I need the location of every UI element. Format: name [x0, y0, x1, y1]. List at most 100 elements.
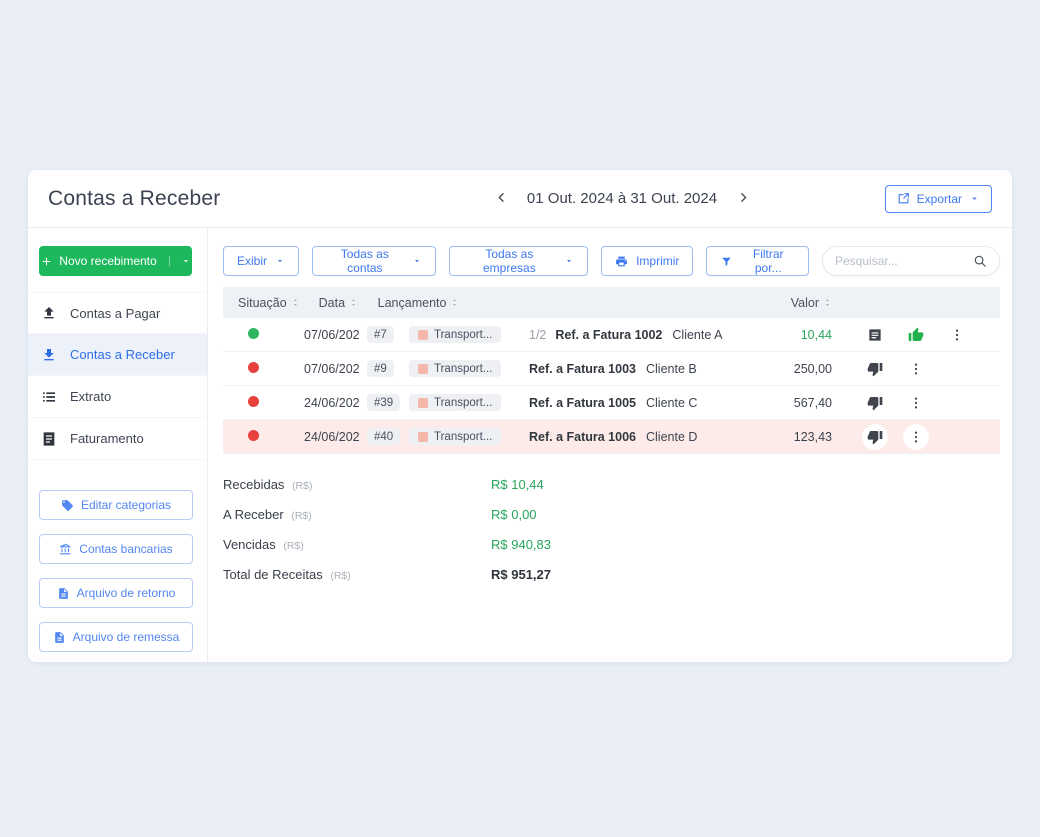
caret-down-icon — [969, 193, 980, 204]
summary-label: Vencidas — [223, 536, 276, 552]
kebab-menu-icon — [908, 361, 924, 377]
upload-icon — [41, 305, 57, 321]
caret-down-icon — [564, 256, 574, 266]
kebab-menu-icon — [949, 327, 965, 343]
caret-down-icon — [168, 256, 191, 266]
summary-row: Total de Receitas (R$) R$ 951,27 — [223, 559, 1000, 589]
chevron-right-icon — [737, 191, 750, 204]
arquivo-de-remessa-button[interactable]: Arquivo de remessa — [39, 622, 193, 652]
row-client: Cliente B — [646, 361, 697, 376]
plus-icon — [40, 255, 53, 268]
thumb-up-button[interactable] — [903, 322, 929, 348]
row-actions — [862, 423, 1000, 450]
receivables-table: Situação Data Lançamento Valor 07/06/202… — [223, 287, 1000, 454]
file-icon — [53, 631, 66, 644]
column-header-valor[interactable]: Valor — [791, 296, 832, 310]
sidebar-item-extrato[interactable]: Extrato — [28, 376, 207, 418]
row-id-badge: #9 — [367, 360, 394, 377]
row-actions — [862, 322, 1000, 348]
row-date: 24/06/202 — [304, 429, 360, 444]
row-value: 567,40 — [793, 395, 832, 410]
table-row[interactable]: 24/06/202 #40 Transport... Ref. a Fatura… — [223, 420, 1000, 454]
export-button[interactable]: Exportar — [884, 184, 992, 213]
row-value: 123,43 — [793, 429, 832, 444]
row-menu-button[interactable] — [903, 423, 929, 450]
table-header-row: Situação Data Lançamento Valor — [223, 287, 1000, 318]
document-icon — [41, 431, 57, 447]
search-input[interactable] — [835, 254, 973, 268]
row-actions — [862, 390, 1000, 416]
search-icon[interactable] — [973, 254, 987, 268]
row-category-badge[interactable]: Transport... — [409, 326, 502, 343]
row-reference: Ref. a Fatura 1006 — [529, 429, 636, 444]
summary-label: A Receber — [223, 506, 284, 522]
toolbar: Exibir Todas as contas Todas as empresas… — [223, 246, 1000, 276]
row-menu-button[interactable] — [903, 356, 929, 382]
card-header: Contas a Receber 01 Out. 2024 à 31 Out. … — [28, 170, 1012, 228]
category-color-swatch — [418, 363, 428, 374]
column-header-data[interactable]: Data — [319, 296, 358, 310]
page-title: Contas a Receber — [48, 186, 221, 210]
row-category-label: Transport... — [434, 430, 493, 443]
toolbar-button-todas-as-empresas[interactable]: Todas as empresas — [448, 246, 589, 276]
toolbar-button-filtrar-por[interactable]: Filtrar por... — [706, 246, 809, 276]
prev-period-button[interactable] — [493, 191, 509, 207]
editar-categorias-button[interactable]: Editar categorias — [39, 490, 193, 520]
row-category-badge[interactable]: Transport... — [409, 394, 502, 411]
summary-label: Total de Receitas — [223, 566, 323, 582]
row-category-label: Transport... — [434, 396, 493, 409]
toolbar-button-todas-as-contas[interactable]: Todas as contas — [312, 246, 436, 276]
column-header-lancamento[interactable]: Lançamento — [378, 296, 460, 310]
column-header-situacao[interactable]: Situação — [238, 296, 300, 310]
caret-down-icon — [412, 256, 422, 266]
contas-bancarias-button[interactable]: Contas bancarias — [39, 534, 193, 564]
row-reference: Ref. a Fatura 1002 — [555, 327, 663, 342]
thumb-down-button[interactable] — [862, 390, 888, 416]
toolbar-button-exibir[interactable]: Exibir — [223, 246, 300, 276]
row-menu-button[interactable] — [944, 322, 970, 348]
row-value: 10,44 — [800, 327, 832, 342]
toolbar-button-imprimir[interactable]: Imprimir — [601, 246, 694, 276]
row-category-label: Transport... — [434, 362, 493, 375]
chevron-left-icon — [494, 191, 507, 204]
status-dot — [248, 395, 259, 407]
row-date: 07/06/202 — [304, 361, 360, 376]
sidebar-item-faturamento[interactable]: Faturamento — [28, 418, 207, 460]
row-client: Cliente A — [672, 327, 723, 342]
new-receipt-button[interactable]: Novo recebimento — [39, 246, 192, 276]
tag-icon — [61, 499, 74, 512]
thumb-down-button[interactable] — [862, 356, 888, 382]
sort-icon — [291, 297, 300, 308]
status-dot — [248, 361, 259, 373]
table-row[interactable]: 24/06/202 #39 Transport... Ref. a Fatura… — [223, 386, 1000, 420]
thumb-down-button[interactable] — [862, 423, 888, 450]
summary-unit: (R$) — [330, 569, 351, 582]
arquivo-de-retorno-button[interactable]: Arquivo de retorno — [39, 578, 193, 608]
table-row[interactable]: 07/06/202 #9 Transport... Ref. a Fatura … — [223, 352, 1000, 386]
sidebar-item-contas-a-receber[interactable]: Contas a Receber — [28, 334, 207, 376]
download-icon — [41, 347, 57, 363]
status-dot — [248, 429, 259, 441]
summary-value: R$ 951,27 — [491, 566, 551, 582]
kebab-menu-icon — [908, 429, 924, 445]
row-value: 250,00 — [793, 361, 832, 376]
note-button[interactable] — [862, 322, 888, 348]
row-installment: 1/2 — [529, 327, 547, 342]
filter-icon — [720, 255, 733, 268]
summary-unit: (R$) — [291, 509, 312, 522]
row-category-badge[interactable]: Transport... — [409, 428, 502, 445]
sidebar: Novo recebimento Contas a Pagar Contas a… — [28, 228, 208, 662]
summary-unit: (R$) — [283, 539, 304, 552]
main-card: Contas a Receber 01 Out. 2024 à 31 Out. … — [28, 170, 1012, 662]
next-period-button[interactable] — [735, 191, 751, 207]
thumb-down-icon — [867, 429, 883, 445]
row-menu-button[interactable] — [903, 390, 929, 416]
export-button-label: Exportar — [916, 191, 962, 206]
table-body: 07/06/202 #7 Transport... 1/2 Ref. a Fat… — [223, 318, 1000, 454]
row-category-badge[interactable]: Transport... — [409, 360, 502, 377]
summary-row: Vencidas (R$) R$ 940,83 — [223, 529, 1000, 559]
search-box — [822, 246, 1000, 276]
table-row[interactable]: 07/06/202 #7 Transport... 1/2 Ref. a Fat… — [223, 318, 1000, 352]
sidebar-action-buttons: Editar categorias Contas bancarias Arqui… — [28, 490, 207, 652]
sidebar-item-contas-a-pagar[interactable]: Contas a Pagar — [28, 292, 207, 334]
